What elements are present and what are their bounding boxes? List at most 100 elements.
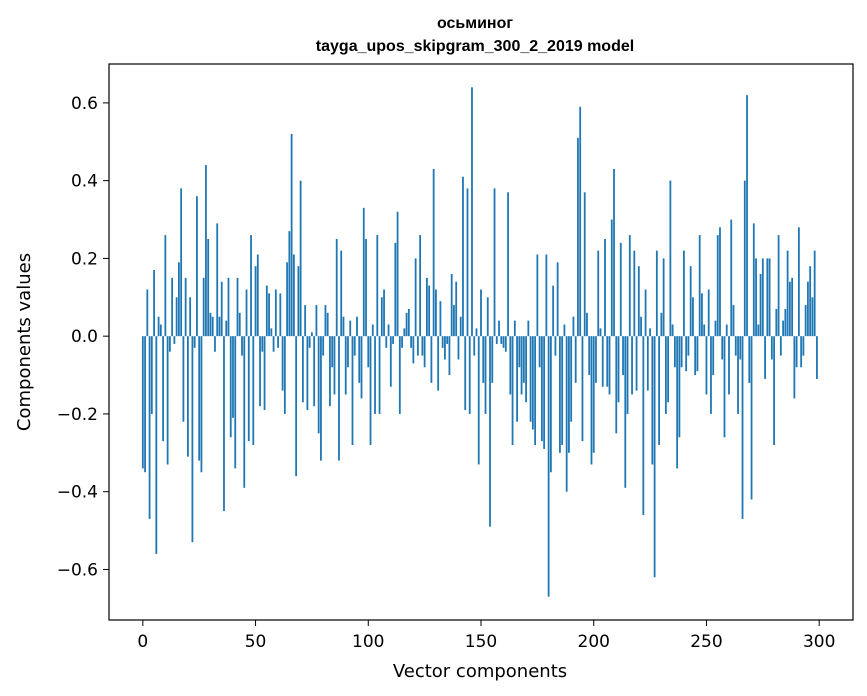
bar-153 [486, 297, 489, 337]
bar-73 [306, 336, 309, 411]
bar-95 [356, 316, 358, 337]
bar-254 [714, 320, 717, 337]
bar-226 [651, 336, 654, 465]
bar-292 [800, 336, 803, 368]
bar-66 [290, 133, 293, 337]
bar-123 [419, 235, 422, 337]
bar-163 [509, 336, 512, 395]
bar-79 [320, 336, 322, 461]
bar-144 [466, 188, 469, 337]
bar-280 [773, 336, 775, 446]
bar-222 [642, 336, 645, 516]
chart-title: осьминог [437, 15, 513, 32]
bar-190 [570, 336, 573, 422]
bar-134 [444, 336, 446, 360]
bar-57 [270, 328, 273, 337]
bar-256 [719, 227, 721, 337]
bar-210 [615, 336, 618, 434]
bar-230 [660, 312, 663, 337]
bar-276 [764, 336, 766, 379]
bar-46 [245, 289, 248, 337]
bar-130 [435, 289, 437, 337]
bar-174 [534, 336, 537, 446]
bar-6 [155, 336, 158, 554]
bar-184 [556, 262, 559, 337]
y-tick-label: −0.2 [57, 405, 98, 425]
bar-146 [471, 87, 473, 337]
bar-41 [234, 336, 237, 469]
bar-37 [225, 320, 228, 337]
bar-117 [405, 312, 408, 337]
bar-250 [705, 336, 708, 395]
bar-21 [189, 297, 192, 337]
bar-113 [396, 211, 399, 337]
bar-142 [462, 176, 464, 337]
bar-151 [482, 336, 485, 383]
x-tick-label: 300 [803, 632, 835, 652]
bar-24 [196, 196, 198, 337]
bar-229 [658, 336, 661, 446]
bar-266 [741, 336, 744, 519]
bar-217 [631, 336, 633, 395]
bar-231 [662, 258, 665, 337]
bar-71 [301, 336, 304, 403]
bar-167 [518, 336, 521, 368]
bar-260 [728, 336, 730, 395]
bar-297 [811, 297, 814, 337]
bar-63 [283, 336, 286, 414]
bar-221 [640, 316, 642, 337]
bar-243 [689, 266, 692, 337]
bar-170 [525, 336, 527, 403]
bar-281 [775, 308, 778, 337]
bar-45 [243, 336, 246, 488]
bar-290 [795, 336, 798, 368]
bar-218 [633, 250, 636, 337]
bar-30 [209, 312, 212, 337]
bar-241 [685, 336, 688, 372]
bar-199 [590, 336, 593, 465]
bar-120 [412, 336, 415, 364]
bar-64 [286, 262, 289, 337]
x-tick-label: 150 [465, 632, 497, 652]
bar-67 [292, 254, 295, 337]
bar-52 [259, 336, 261, 407]
bar-22 [191, 336, 194, 543]
x-axis-ticks: 0 50 100 150 200 250 300 [137, 620, 835, 652]
bar-139 [455, 281, 458, 337]
bar-133 [441, 336, 444, 348]
bar-32 [214, 336, 216, 352]
bar-283 [779, 336, 782, 356]
bar-23 [193, 336, 196, 348]
bar-33 [216, 223, 219, 337]
bar-92 [349, 320, 352, 337]
bar-177 [540, 336, 543, 442]
bar-235 [671, 324, 674, 337]
bar-181 [549, 336, 552, 473]
bar-165 [513, 320, 516, 337]
bar-94 [353, 336, 356, 356]
bar-9 [162, 336, 165, 442]
bar-128 [430, 336, 433, 383]
y-tick-label: 0.4 [71, 172, 98, 192]
bar-234 [669, 180, 672, 337]
bar-44 [241, 336, 243, 356]
bar-172 [529, 336, 532, 422]
bars-group [141, 87, 818, 597]
bar-148 [475, 328, 478, 337]
bar-261 [730, 219, 733, 337]
bar-224 [646, 336, 649, 391]
bar-208 [610, 219, 613, 337]
bar-68 [295, 336, 298, 477]
x-tick-label: 0 [137, 632, 148, 652]
bar-7 [157, 316, 160, 337]
bar-115 [401, 336, 403, 348]
bar-50 [254, 266, 257, 337]
bar-96 [358, 336, 361, 383]
bar-285 [784, 308, 787, 337]
bar-255 [716, 235, 719, 337]
bar-183 [554, 336, 557, 356]
bar-198 [588, 336, 591, 376]
bar-106 [380, 297, 383, 337]
bar-135 [446, 336, 449, 344]
bar-104 [376, 235, 379, 337]
